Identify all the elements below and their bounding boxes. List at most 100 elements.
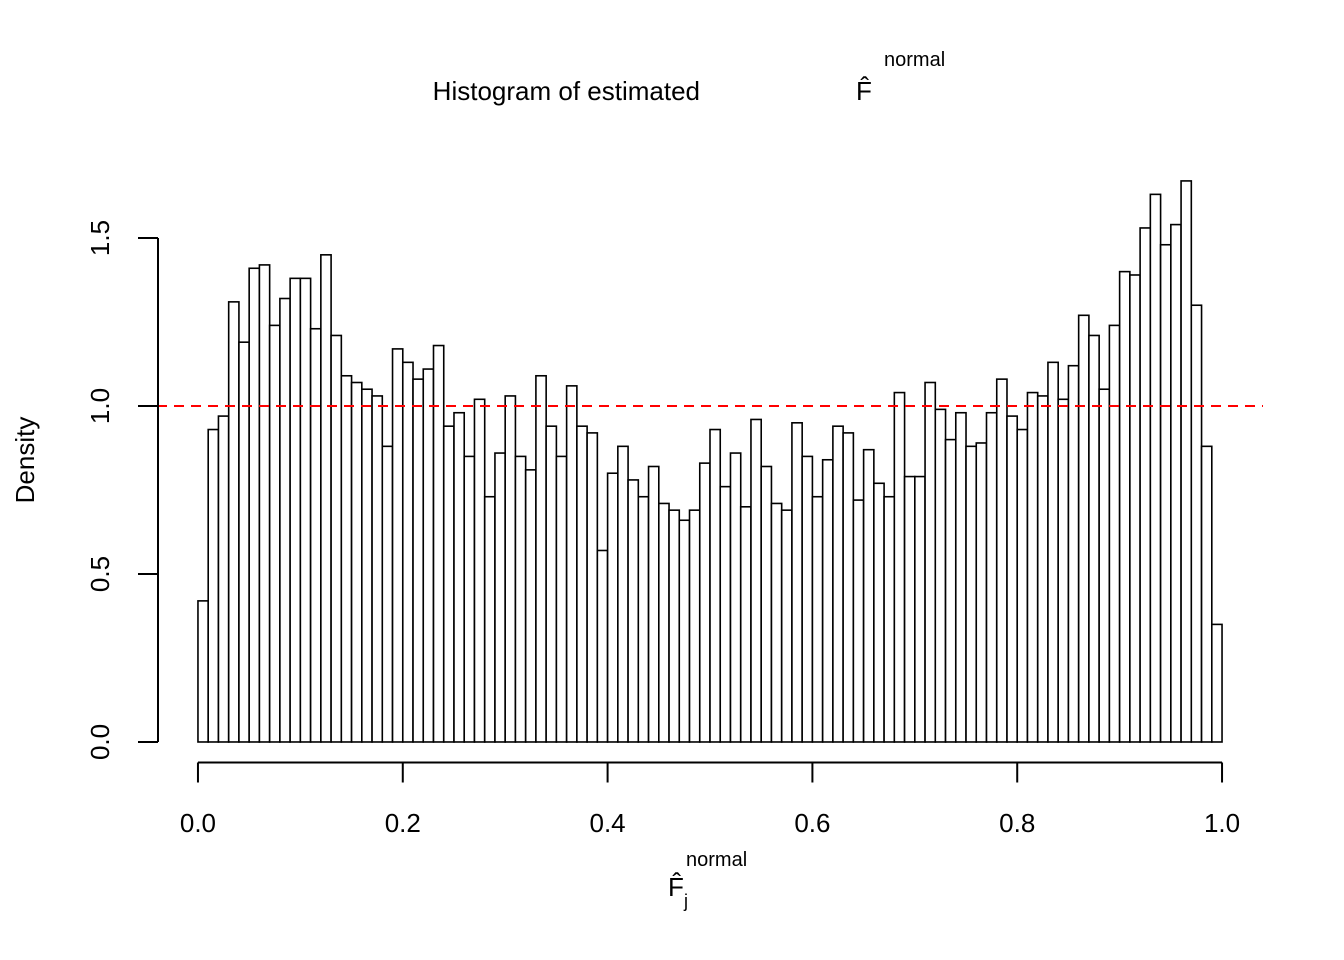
bar [811, 495, 824, 743]
bar [627, 479, 640, 743]
bar [995, 378, 1008, 743]
bar [852, 499, 865, 743]
bar [391, 348, 404, 743]
title-symbol: F̂ [856, 76, 872, 106]
bar [207, 428, 220, 743]
bar [770, 502, 783, 743]
bar [1139, 227, 1152, 743]
bar [1180, 180, 1193, 743]
bar [535, 374, 547, 743]
bar [320, 254, 332, 743]
x-tick-label: 0.6 [794, 808, 830, 838]
bar [514, 455, 527, 743]
bar [1108, 324, 1121, 743]
bar [432, 344, 445, 743]
bar [258, 264, 271, 743]
bar [1170, 223, 1182, 743]
bar [227, 301, 240, 743]
bar [442, 425, 455, 743]
bar [1118, 270, 1131, 743]
bar [586, 432, 599, 743]
bar [576, 425, 588, 743]
bar [729, 452, 742, 743]
bar [750, 418, 763, 743]
bar [1098, 388, 1111, 743]
bar [279, 297, 291, 743]
bar [1016, 428, 1029, 743]
x-axis-subscript: j [683, 891, 688, 911]
bar [1067, 364, 1080, 743]
bar [1088, 334, 1100, 743]
bar [596, 549, 609, 743]
bar [893, 391, 906, 743]
bar [668, 509, 681, 743]
bar [760, 465, 773, 743]
bar [975, 442, 988, 743]
bar [504, 395, 517, 743]
bar [1159, 243, 1172, 743]
bar [873, 482, 885, 743]
bar [719, 485, 732, 743]
bar [565, 385, 578, 743]
bar [934, 408, 947, 743]
bar [483, 495, 496, 743]
bar [657, 502, 670, 743]
bar [842, 432, 855, 743]
bar [412, 378, 425, 743]
bar [1057, 398, 1070, 743]
y-tick-label: 0.0 [85, 724, 115, 760]
bar [954, 411, 967, 743]
bar [1006, 415, 1019, 743]
chart-title: Histogram of estimated [433, 76, 700, 106]
bar [381, 445, 394, 743]
x-tick-label: 0.2 [385, 808, 421, 838]
bar [299, 277, 312, 743]
bar [330, 334, 343, 743]
bar [883, 495, 896, 743]
bar [606, 472, 619, 743]
bar [217, 415, 230, 743]
y-tick-label: 1.5 [85, 220, 115, 256]
bar [985, 411, 998, 743]
bar [821, 458, 834, 743]
x-tick-label: 1.0 [1204, 808, 1240, 838]
bar [1190, 304, 1203, 743]
bar [197, 600, 210, 743]
bar [791, 422, 803, 743]
bar [688, 509, 701, 743]
x-tick-label: 0.8 [999, 808, 1035, 838]
y-tick-label: 0.5 [85, 556, 115, 592]
x-axis-superscript: normal [686, 849, 747, 871]
bar [268, 324, 281, 743]
bar [903, 475, 916, 743]
bar [350, 381, 363, 743]
bar [309, 327, 322, 743]
bar [965, 445, 978, 743]
bar [524, 469, 537, 743]
bar [1036, 395, 1049, 743]
bar [473, 398, 486, 743]
bar [698, 462, 711, 743]
bar [914, 475, 926, 743]
bar [494, 452, 506, 743]
y-axis-label: Density [10, 417, 40, 504]
bar [1077, 314, 1090, 743]
x-tick-label: 0.0 [180, 808, 216, 838]
bar [709, 428, 722, 743]
title-superscript: normal [884, 49, 945, 71]
bar [780, 509, 793, 743]
bar [1026, 391, 1039, 743]
bar [422, 368, 435, 743]
bar [289, 277, 302, 743]
bar [1129, 274, 1141, 743]
bar [463, 455, 476, 743]
bar [678, 519, 691, 743]
bar [453, 411, 466, 743]
bar [1210, 623, 1223, 743]
bar [1047, 361, 1059, 743]
bar [340, 374, 353, 743]
bar [361, 388, 373, 743]
bar [555, 455, 568, 743]
bar [801, 455, 814, 743]
